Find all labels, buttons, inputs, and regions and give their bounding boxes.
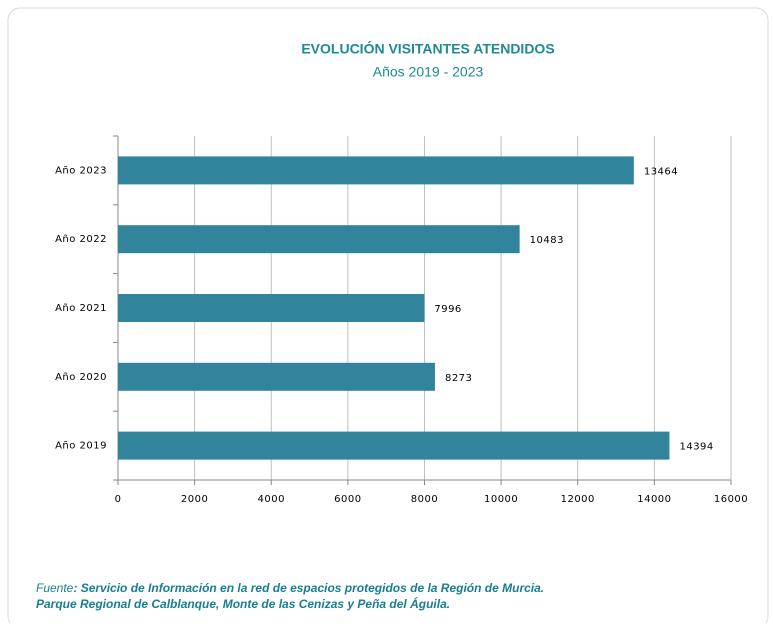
x-tick-label: 14000 bbox=[637, 494, 671, 505]
y-tick-label: Año 2020 bbox=[55, 372, 107, 383]
value-label: 8273 bbox=[445, 373, 472, 384]
chart-subtitle: Años 2019 - 2023 bbox=[373, 64, 484, 80]
bar bbox=[118, 156, 634, 185]
bar bbox=[118, 362, 435, 391]
y-tick-label: Año 2022 bbox=[55, 234, 107, 245]
y-tick-label: Año 2023 bbox=[55, 165, 107, 176]
x-tick-label: 2000 bbox=[181, 494, 208, 505]
source-line: : Servicio de Información en la red de e… bbox=[73, 581, 544, 595]
x-tick-label: 6000 bbox=[334, 494, 361, 505]
x-tick-label: 0 bbox=[115, 494, 122, 505]
bar bbox=[118, 294, 425, 322]
y-tick-label: Año 2019 bbox=[55, 441, 107, 452]
x-tick-label: 4000 bbox=[258, 494, 285, 505]
value-label: 14394 bbox=[679, 442, 713, 453]
x-tick-label: 10000 bbox=[484, 494, 518, 505]
source-label: Fuente bbox=[36, 581, 74, 595]
x-tick-label: 16000 bbox=[714, 494, 748, 505]
x-tick-label: 8000 bbox=[411, 494, 438, 505]
value-label: 10483 bbox=[530, 235, 564, 246]
chart-title: EVOLUCIÓN VISITANTES ATENDIDOS bbox=[301, 40, 554, 57]
value-label: 7996 bbox=[434, 304, 461, 315]
value-label: 13464 bbox=[644, 166, 678, 177]
source: Fuente: Servicio de Información en la re… bbox=[36, 581, 544, 595]
y-tick-label: Año 2021 bbox=[55, 303, 107, 314]
source-line: Parque Regional de Calblanque, Monte de … bbox=[36, 596, 450, 611]
x-tick-label: 12000 bbox=[561, 494, 595, 505]
bar bbox=[118, 431, 670, 460]
bar bbox=[118, 225, 520, 254]
